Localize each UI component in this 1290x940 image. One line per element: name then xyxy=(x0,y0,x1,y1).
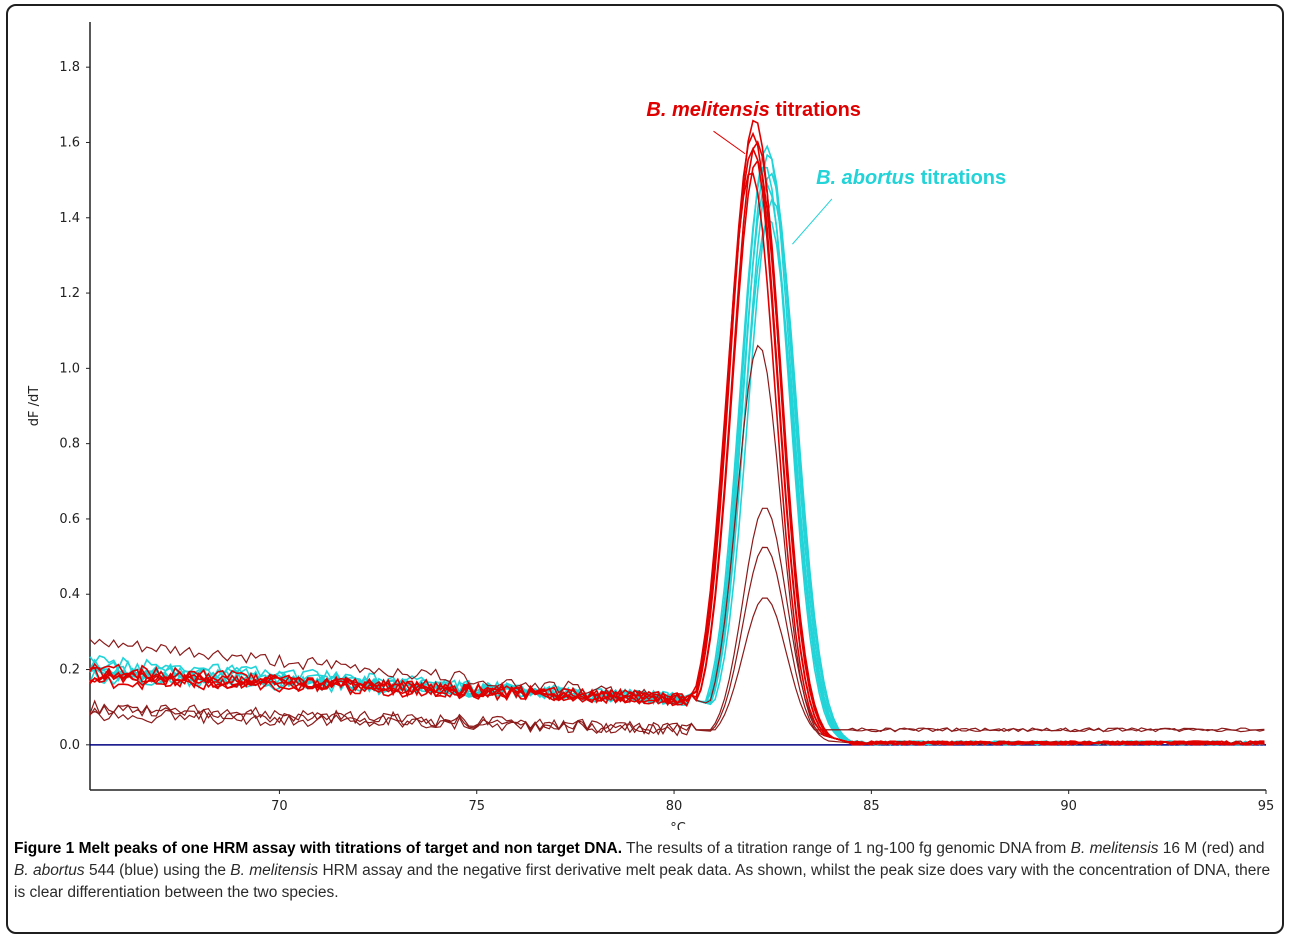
annotation-suffix: titrations xyxy=(775,99,861,121)
y-tick-label: 0.8 xyxy=(59,437,80,452)
caption-species-3: B. melitensis xyxy=(230,862,319,879)
melt-curve-abortus xyxy=(89,217,1265,746)
x-tick-label: 75 xyxy=(468,799,485,814)
y-tick-label: 0.4 xyxy=(59,587,80,602)
x-tick-label: 90 xyxy=(1060,799,1077,814)
caption-text-1: The results of a titration range of 1 ng… xyxy=(622,840,1071,857)
y-axis-title: dF /dT xyxy=(27,386,42,426)
x-tick-label: 70 xyxy=(271,799,288,814)
annotation-melitensis: B. melitensis titrations xyxy=(646,99,861,121)
y-tick-label: 1.2 xyxy=(59,286,80,301)
melt-curve-abortus xyxy=(89,197,1265,746)
x-tick-label: 85 xyxy=(863,799,880,814)
caption-text-4: HRM assay and the negative first derivat… xyxy=(14,862,1271,901)
annotation-abortus: B. abortus titrations xyxy=(816,167,1006,189)
melt-curve-melitensis xyxy=(89,140,1265,746)
caption-species-2: B. abortus xyxy=(14,862,85,879)
figure-caption: Figure 1 Melt peaks of one HRM assay wit… xyxy=(14,838,1272,904)
melt-curve-abortus xyxy=(89,182,1265,746)
melt-curve-abortus xyxy=(89,172,1265,746)
melt-curve-melitensis xyxy=(89,172,1265,746)
caption-text-3: 544 (blue) using the xyxy=(84,862,231,879)
y-tick-label: 1.8 xyxy=(59,60,80,75)
melt-peak-chart: 0.0 0.2 0.4 0.6 0.8 1.0 1.2 1.4 1.6 1.8 70 75 80 85 90… xyxy=(27,22,1274,830)
y-tick-label: 0.6 xyxy=(59,512,80,527)
y-tick-label: 1.6 xyxy=(59,135,80,150)
y-tick-label: 0.0 xyxy=(59,738,80,753)
figure-frame xyxy=(6,4,1284,934)
caption-text-2: 16 M (red) and xyxy=(1158,840,1265,857)
melt-curve-melitensis-low xyxy=(89,546,1265,746)
caption-title: Figure 1 Melt peaks of one HRM assay wit… xyxy=(14,840,623,857)
y-tick-label: 0.2 xyxy=(59,663,80,678)
chart-series xyxy=(89,119,1266,746)
caption-species-1: B. melitensis xyxy=(1070,840,1159,857)
x-tick-label: 95 xyxy=(1258,799,1275,814)
annotation-species: B. abortus xyxy=(816,167,920,189)
melt-curve-abortus xyxy=(89,144,1265,746)
chart-axes: 0.0 0.2 0.4 0.6 0.8 1.0 1.2 1.4 1.6 1.8 70 75 80 85 90… xyxy=(27,22,1274,830)
y-tick-label: 1.4 xyxy=(59,211,80,226)
annotation-suffix: titrations xyxy=(921,167,1007,189)
leader-line-melitensis xyxy=(713,130,746,155)
melt-curve-abortus xyxy=(89,166,1265,746)
x-axis-title: °C xyxy=(670,821,686,830)
melt-curve-melitensis xyxy=(89,131,1265,746)
melt-curve-melitensis-low xyxy=(89,597,1265,735)
leader-line-abortus xyxy=(792,198,833,245)
melt-curve-melitensis xyxy=(89,119,1265,746)
annotation-species: B. melitensis xyxy=(646,99,775,121)
y-tick-label: 1.0 xyxy=(59,361,80,376)
x-tick-label: 80 xyxy=(666,799,683,814)
